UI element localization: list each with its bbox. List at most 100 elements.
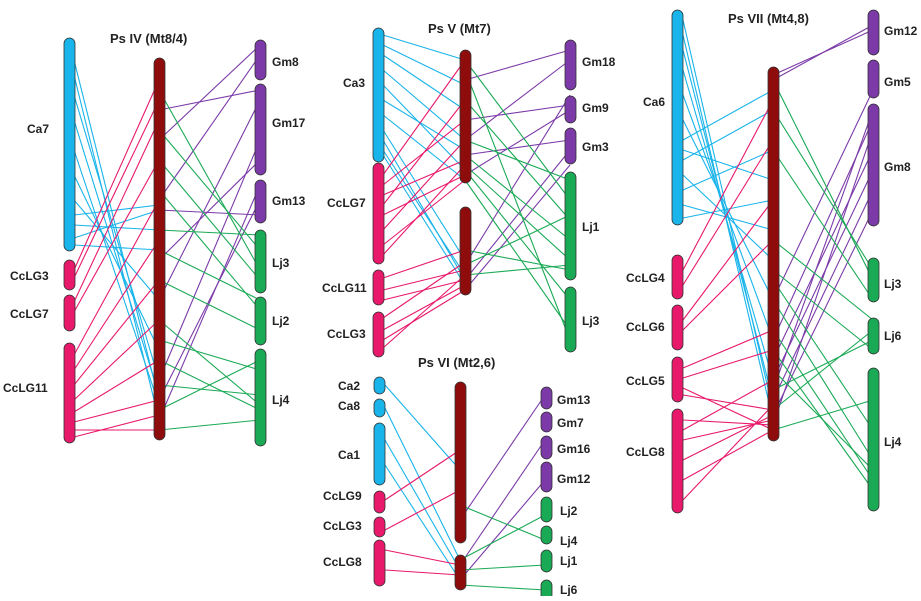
chromosome-gm8 [254,39,267,81]
synteny-link [682,69,774,381]
labels-ps-v: Ps V (Mt7) Ca3 CcLG7 CcLG11 CcLG3 Gm18 G… [322,21,616,341]
synteny-link [158,89,261,271]
synteny-link [382,59,466,176]
synteny-link [382,139,466,231]
synteny-link [459,479,546,581]
synteny-link [384,407,461,561]
label-gm7: Gm7 [557,416,584,430]
synteny-link [682,34,774,421]
label-cclg8: CcLG8 [626,445,665,459]
synteny-link [464,109,571,176]
synteny-link [73,159,160,313]
panel-ps-iv: Ps IV (Mt8/4) Ca7 CcLG3 CcLG7 CcLG11 Gm8… [3,31,306,447]
label-ca7: Ca7 [27,122,49,136]
synteny-link [382,261,466,319]
chromosome-ca2 [373,376,386,395]
chromosome-ca8 [373,398,386,418]
panel-ps-v: Ps V (Mt7) Ca3 CcLG7 CcLG11 CcLG3 Gm18 G… [322,21,616,358]
synteny-link [73,99,160,279]
label-cclg11: CcLG11 [3,381,48,395]
label-ca3: Ca3 [343,76,365,90]
synteny-link [158,159,261,281]
chromosome-cclg3 [373,516,386,538]
links-gm [464,49,571,291]
synteny-link [682,379,774,431]
synteny-link [682,419,774,441]
synteny-link [682,99,774,271]
label-ca1: Ca1 [338,448,360,462]
links-cclg [384,449,461,576]
chromosome-cclg8 [671,408,684,514]
synteny-link [382,84,466,171]
synteny-link [158,184,261,421]
label-lj4: Lj4 [272,393,290,407]
synteny-link [464,179,571,331]
synteny-link [158,159,261,261]
synteny-link [158,229,261,236]
synteny-link [682,404,774,501]
label-cclg3: CcLG3 [10,269,49,283]
panel-ps-vii: Ps VII (Mt4,8) Ca6 CcLG4 CcLG6 CcLG5 CcL… [626,9,918,514]
chromosome-lj1 [540,549,553,573]
synteny-link [158,419,261,431]
labels-ps-vi: Ps VI (Mt2,6) Ca2 Ca8 Ca1 CcLG9 CcLG3 Cc… [323,355,591,597]
chromosome-ps-v-upper [459,49,472,184]
synteny-link [464,149,571,281]
label-lj6: Lj6 [884,329,902,343]
chromosome-gm7 [540,411,553,433]
synteny-link [384,549,461,566]
chromosome-lj6 [540,579,553,601]
synteny-link [772,329,874,411]
label-cclg3: CcLG3 [327,327,366,341]
label-gm13: Gm13 [557,393,591,407]
label-gm3: Gm3 [582,140,609,154]
label-gm5: Gm5 [884,75,911,89]
links-ca6 [682,19,774,421]
synteny-link [464,49,571,81]
label-gm8: Gm8 [272,55,299,69]
synteny-link [73,119,160,396]
chromosome-gm9 [564,95,577,124]
chromosome-cclg5 [671,356,684,403]
label-gm17: Gm17 [272,116,306,130]
synteny-link [459,514,546,561]
synteny-link [382,34,466,61]
synteny-link [73,209,160,239]
synteny-link [73,279,160,386]
panel-title: Ps VI (Mt2,6) [418,355,495,370]
chromosome-ps-vi-lower [454,554,467,591]
synteny-link [73,174,160,351]
synteny-link [382,114,466,181]
synteny-link [73,94,160,381]
synteny-link [464,164,571,261]
labels-ps-vii: Ps VII (Mt4,8) Ca6 CcLG4 CcLG6 CcLG5 CcL… [626,11,918,459]
synteny-link [772,299,874,461]
label-gm8: Gm8 [884,160,911,174]
chromosome-gm5 [867,59,880,99]
chromosome-ps-vii [767,66,780,442]
synteny-link [682,199,774,219]
chromosomes-ps-vi [373,376,553,601]
synteny-link [459,564,546,571]
chromosome-ca1 [373,422,386,486]
synteny-link [73,119,160,303]
label-lj3: Lj3 [884,277,902,291]
synteny-link [73,414,160,438]
synteny-link [682,139,774,286]
synteny-link [158,319,261,406]
synteny-link [73,199,160,301]
synteny-link [158,359,261,411]
synteny-link [682,19,774,411]
synteny-link [384,449,461,501]
synteny-link [682,239,774,331]
chromosome-lj2 [540,496,553,523]
synteny-link [464,69,571,341]
chromosome-gm13 [254,179,267,224]
chromosome-cclg11 [372,269,385,306]
chromosome-cclg7 [63,294,76,332]
synteny-link [772,369,874,471]
synteny-link [682,414,774,461]
synteny-link [384,439,461,571]
chromosome-gm18 [564,39,577,91]
synteny-link [772,279,874,431]
